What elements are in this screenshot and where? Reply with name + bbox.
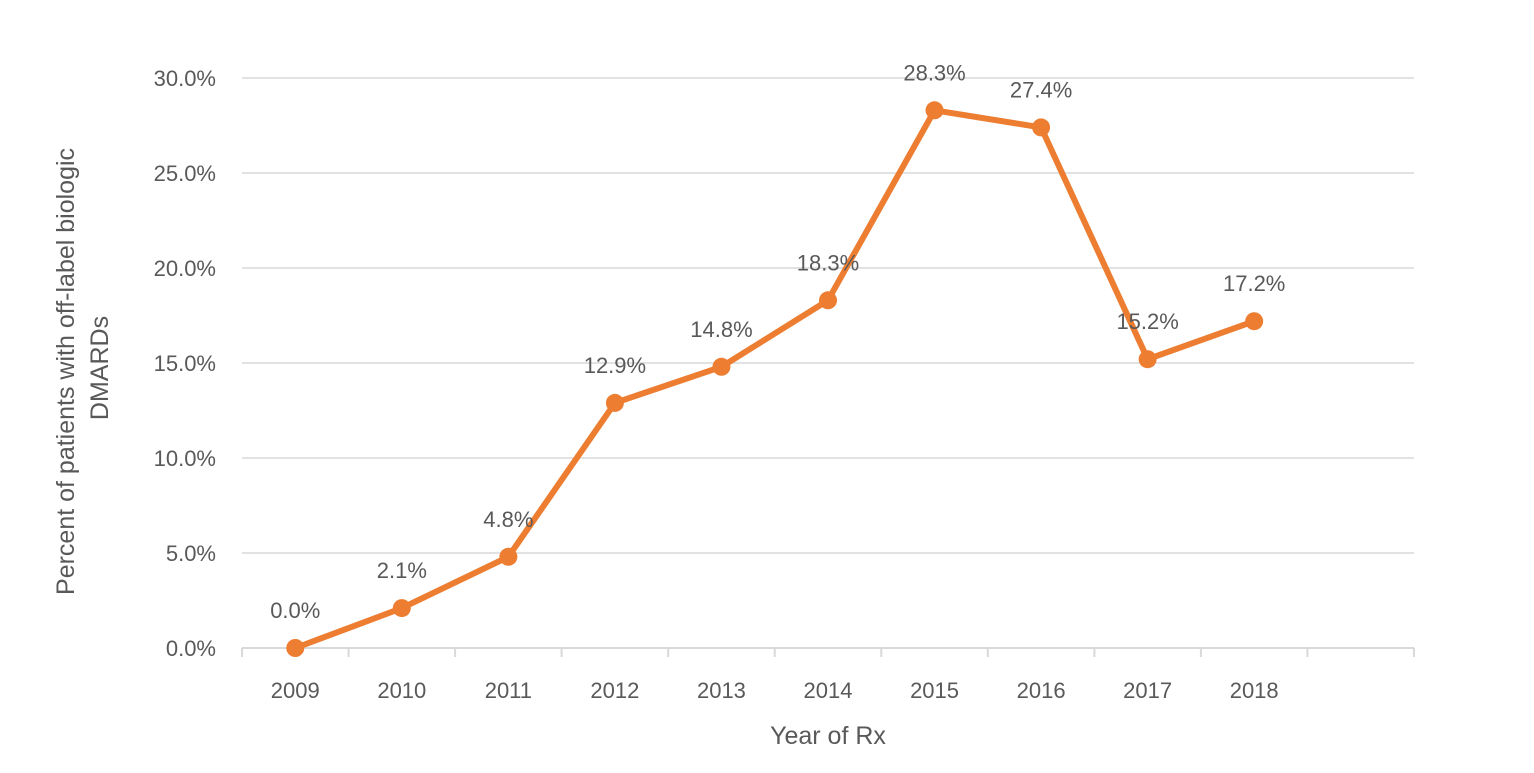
data-point-marker xyxy=(1245,312,1264,331)
y-tick-label: 15.0% xyxy=(154,351,216,376)
x-tick-label: 2013 xyxy=(697,678,746,703)
x-tick-label: 2017 xyxy=(1123,678,1172,703)
x-axis-title: Year of Rx xyxy=(770,722,886,750)
data-label: 15.2% xyxy=(1116,309,1178,334)
x-tick-label: 2016 xyxy=(1017,678,1066,703)
data-point-marker xyxy=(712,357,731,376)
data-label: 18.3% xyxy=(797,250,859,275)
data-point-marker xyxy=(1138,350,1157,369)
y-tick-label: 5.0% xyxy=(166,541,216,566)
gridlines xyxy=(242,77,1414,554)
data-point-marker xyxy=(605,393,624,412)
x-tick-label: 2015 xyxy=(910,678,959,703)
series-group xyxy=(286,101,1264,657)
y-tick-label: 10.0% xyxy=(154,446,216,471)
data-label: 28.3% xyxy=(903,60,965,85)
data-label: 0.0% xyxy=(270,598,320,623)
data-point-marker xyxy=(819,291,837,310)
y-axis-title-line-1: Percent of patients with off-label biolo… xyxy=(52,148,80,595)
y-axis-title-line-2: DMARDs xyxy=(86,316,114,420)
x-axis xyxy=(241,647,1415,657)
data-label: 14.8% xyxy=(690,317,752,342)
data-label: 17.2% xyxy=(1223,271,1285,296)
data-point-marker xyxy=(286,639,305,657)
data-label: 2.1% xyxy=(377,558,427,583)
data-point-marker xyxy=(499,547,518,566)
data-point-marker xyxy=(925,101,944,120)
x-tick-label: 2011 xyxy=(485,678,532,703)
x-tick-label: 2018 xyxy=(1230,678,1279,703)
x-tick-label: 2010 xyxy=(377,678,426,703)
x-axis-tick-labels: 2009 2010 2011 2012 2013 2014 2015 2016 2017 2018 xyxy=(271,678,1279,703)
y-tick-label: 25.0% xyxy=(154,161,216,186)
data-label: 12.9% xyxy=(584,353,646,378)
data-label: 27.4% xyxy=(1010,77,1072,102)
series-line xyxy=(292,107,1258,651)
y-tick-label: 30.0% xyxy=(154,66,216,91)
y-tick-label: 20.0% xyxy=(154,256,216,281)
x-tick-label: 2012 xyxy=(590,678,639,703)
x-tick-label: 2014 xyxy=(804,678,853,703)
data-point-marker xyxy=(392,599,411,618)
y-axis-tick-labels: 0.0% 5.0% 10.0% 15.0% 20.0% 25.0% 30.0% xyxy=(154,66,216,661)
data-point-marker xyxy=(1032,118,1051,137)
x-tick-label: 2009 xyxy=(271,678,320,703)
y-axis-title: Percent of patients with off-label biolo… xyxy=(52,141,114,595)
data-labels: 0.0% 2.1% 4.8% 12.9% 14.8% 18.3% 28.3% 27.4% 15.… xyxy=(270,60,1285,623)
data-label: 4.8% xyxy=(483,507,533,532)
y-tick-label: 0.0% xyxy=(166,636,216,661)
